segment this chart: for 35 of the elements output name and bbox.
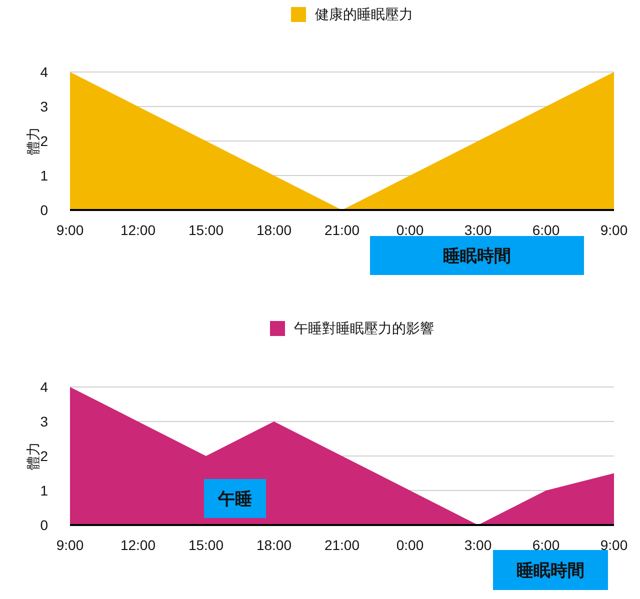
text: 睡眠時間 [516, 561, 584, 580]
x-tick-label: 3:00 [464, 222, 492, 238]
y-tick-label: 3 [40, 98, 48, 114]
x-tick-label: 18:00 [256, 537, 292, 553]
annotation: 午睡 [217, 490, 252, 508]
x-tick-label: 15:00 [188, 537, 224, 553]
x-tick-label: 12:00 [120, 537, 156, 553]
x-tick-label: 6:00 [532, 222, 560, 238]
x-tick-label: 0:00 [396, 222, 424, 238]
x-tick-label: 21:00 [324, 537, 360, 553]
x-tick-label: 18:00 [256, 222, 292, 238]
y-tick-label: 2 [40, 133, 48, 149]
y-tick-label: 1 [40, 168, 48, 184]
legend-label: 健康的睡眠壓力 [315, 6, 413, 22]
x-tick-label: 15:00 [188, 222, 224, 238]
x-tick-label: 3:00 [464, 537, 492, 553]
y-tick-label: 3 [40, 414, 48, 430]
legend-label: 午睡對睡眠壓力的影響 [294, 320, 434, 336]
y-tick-label: 0 [40, 202, 48, 218]
x-tick-label: 9:00 [56, 537, 84, 553]
y-tick-label: 4 [40, 379, 48, 395]
x-tick-label: 12:00 [120, 222, 156, 238]
x-tick-label: 9:00 [600, 222, 628, 238]
x-tick-label: 6:00 [532, 537, 560, 553]
y-axis-title: 體力 [25, 442, 41, 470]
x-tick-label: 0:00 [396, 537, 424, 553]
y-tick-label: 1 [40, 482, 48, 498]
y-tick-label: 0 [40, 517, 48, 533]
x-tick-label: 9:00 [600, 537, 628, 553]
text: 睡眠時間 [443, 246, 511, 266]
x-tick-label: 9:00 [56, 222, 84, 238]
x-tick-label: 21:00 [324, 222, 360, 238]
y-axis-title: 體力 [25, 127, 41, 155]
y-tick-label: 4 [40, 64, 48, 80]
y-tick-label: 2 [40, 448, 48, 464]
